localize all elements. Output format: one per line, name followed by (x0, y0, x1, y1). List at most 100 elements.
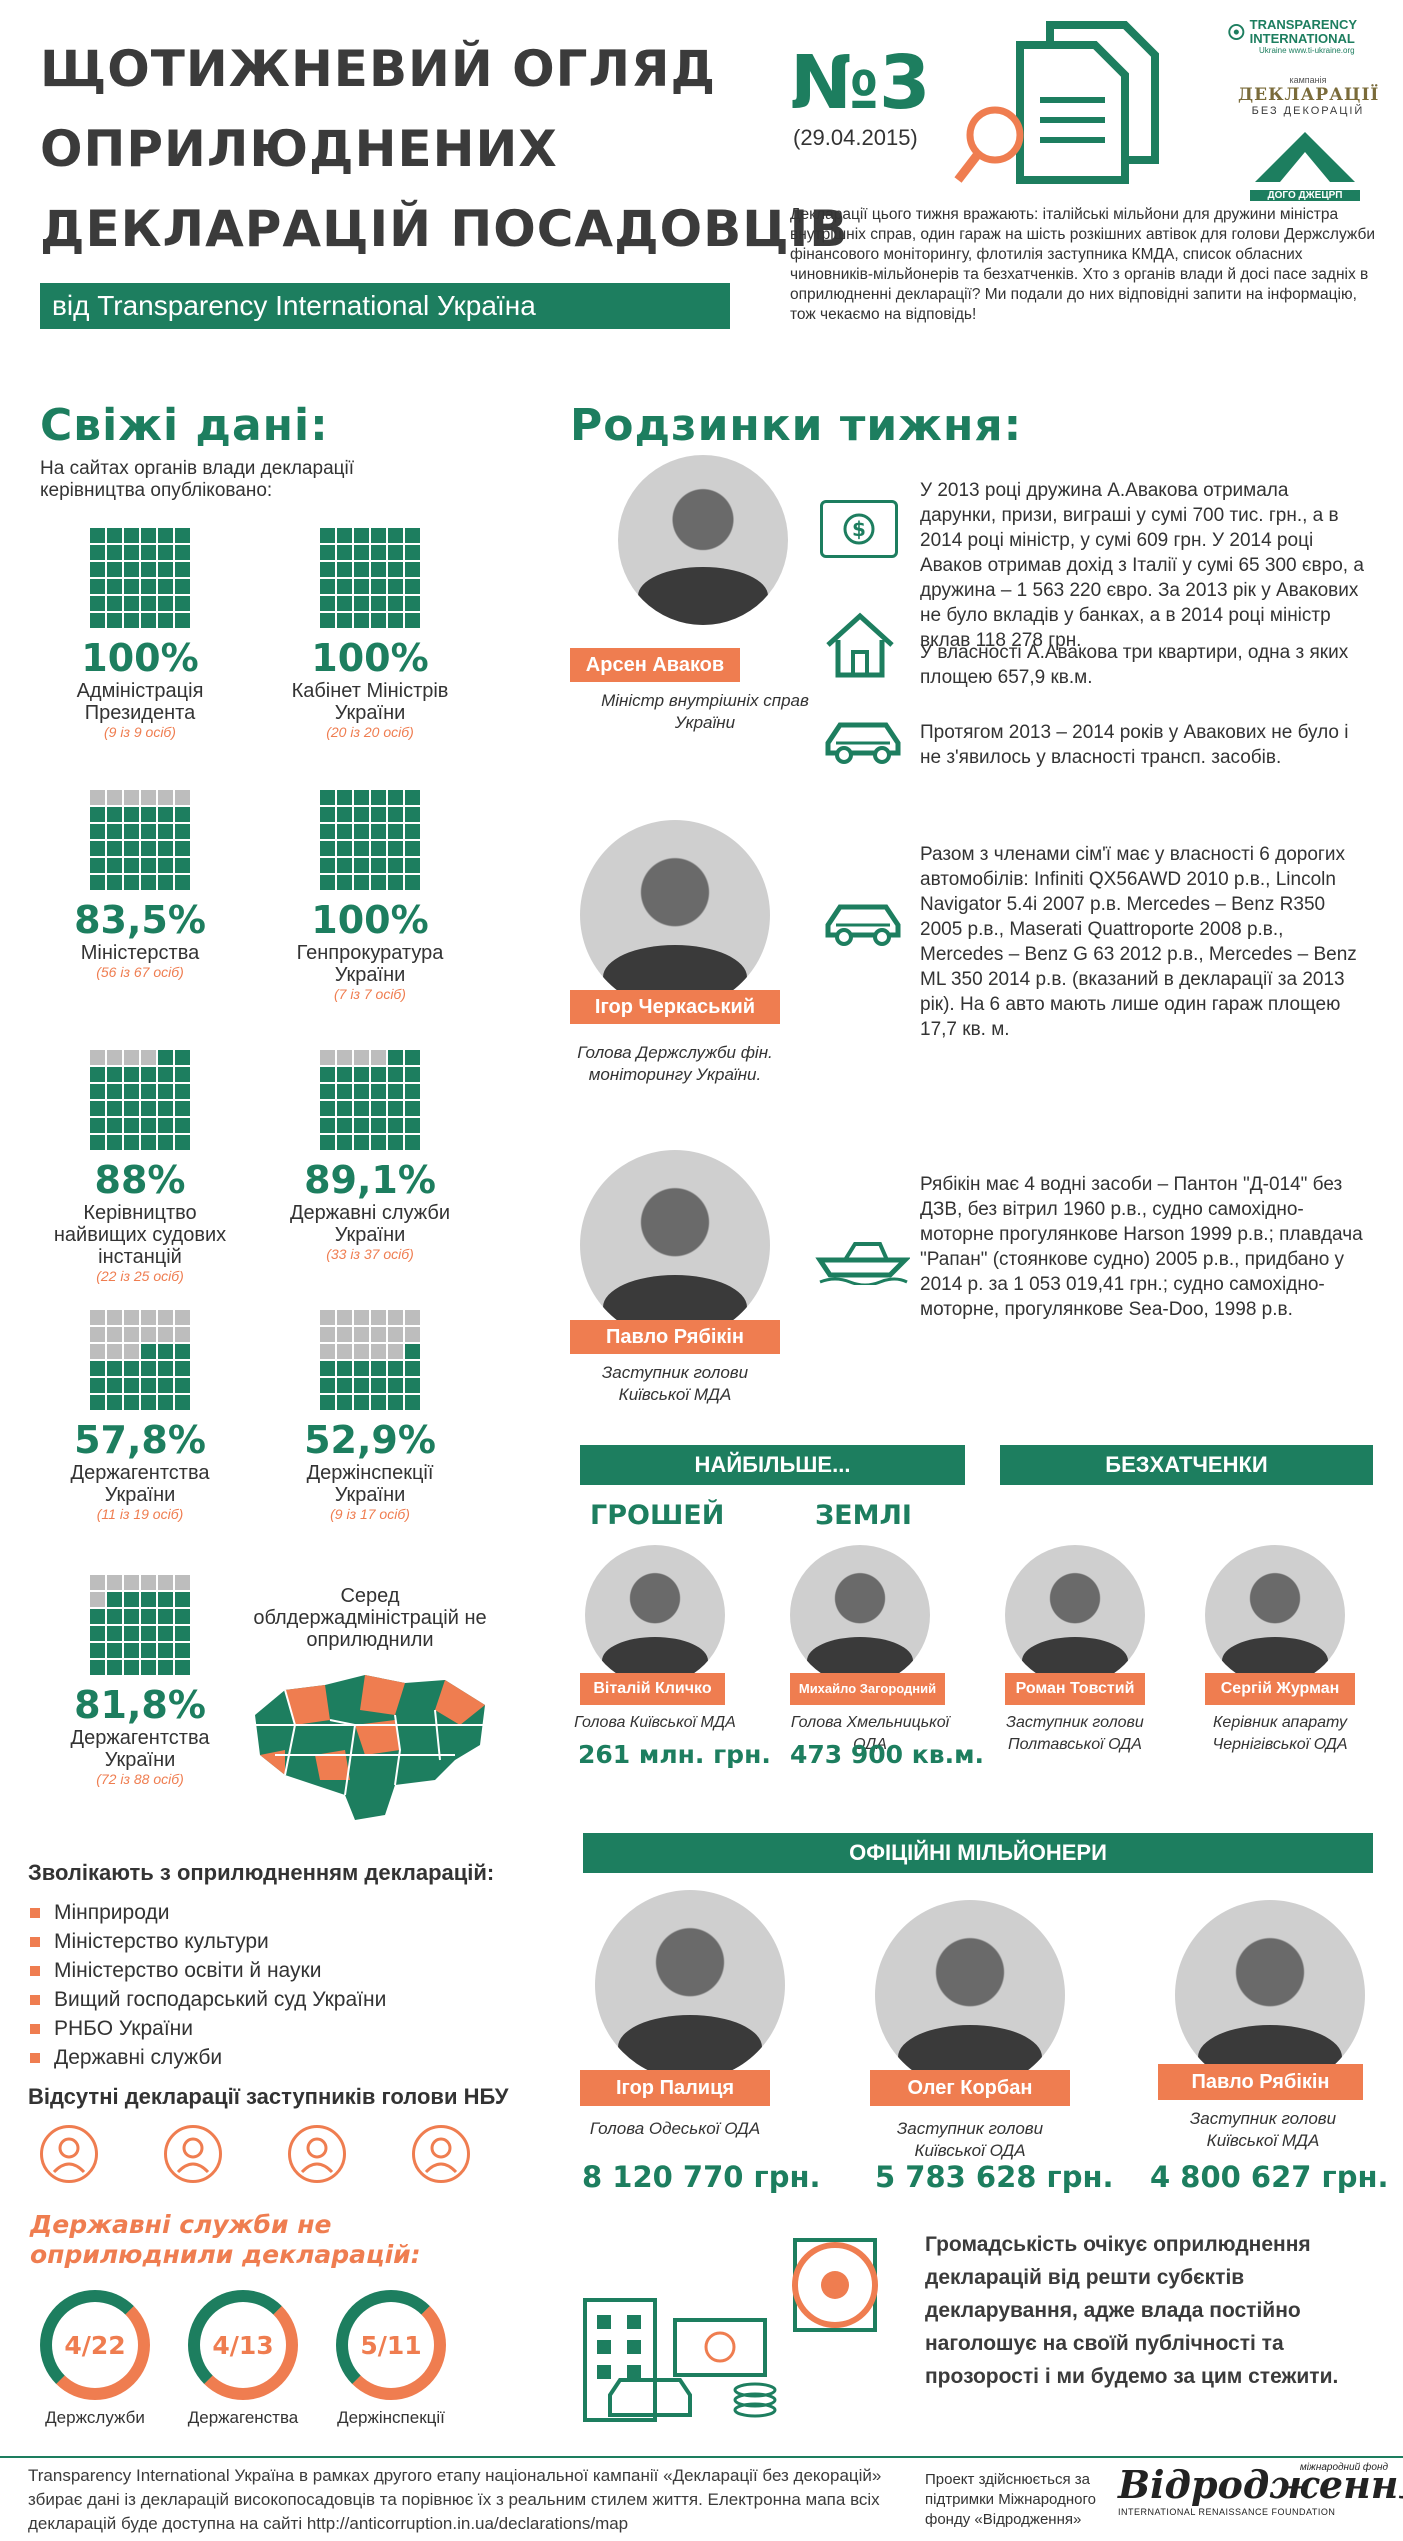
waffle-cell (388, 1378, 403, 1393)
name-zhurman: Сергій Журман (1205, 1673, 1355, 1705)
waffle-cell (90, 807, 105, 822)
waffle-cell (90, 790, 105, 805)
fresh-data-heading: Свіжі дані: (40, 400, 329, 451)
footer-divider (0, 2456, 1403, 2458)
waffle-cell (320, 562, 335, 577)
waffle-cell (388, 1084, 403, 1099)
waffle-cell (405, 562, 420, 577)
delay-list-item: Державні служби (30, 2043, 386, 2072)
waffle-cell (405, 1118, 420, 1133)
ti-logo-text: TRANSPARENCY INTERNATIONAL (1249, 17, 1357, 46)
waffle-cell (405, 1327, 420, 1342)
fresh-item-count: (56 із 67 осіб) (96, 964, 184, 980)
waffle-cell (371, 1067, 386, 1082)
waffle-cell (337, 1361, 352, 1376)
delay-list-item: Міністерство освіти й науки (30, 1956, 386, 1985)
waffle-cell (107, 528, 122, 543)
waffle-cell (175, 545, 190, 560)
waffle-cell (337, 1101, 352, 1116)
waffle-cell (141, 1361, 156, 1376)
waffle-cell (107, 1361, 122, 1376)
waffle-chart (320, 1310, 420, 1410)
waffle-cell (405, 858, 420, 873)
waffle-cell (124, 1135, 139, 1150)
waffle-cell (405, 1067, 420, 1082)
waffle-cell (371, 1361, 386, 1376)
waffle-cell (354, 807, 369, 822)
oda-map-caption-text: Серед облдержадміністрацій не оприлюднил… (253, 1585, 487, 1651)
waffle-cell (90, 562, 105, 577)
waffle-cell (320, 1084, 335, 1099)
waffle-cell (158, 1050, 173, 1065)
waffle-cell (90, 1592, 105, 1607)
fresh-item-count: (22 із 25 осіб) (96, 1268, 184, 1284)
waffle-cell (158, 1067, 173, 1082)
waffle-cell (158, 545, 173, 560)
service-ring-label: Держагенства (187, 2408, 299, 2427)
waffle-cell (371, 1135, 386, 1150)
campaign-logo-sub: БЕЗ ДЕКОРАЦІЙ (1251, 105, 1365, 117)
waffle-cell (354, 1118, 369, 1133)
waffle-cell (337, 807, 352, 822)
waffle-chart (90, 528, 190, 628)
waffle-cell (158, 1395, 173, 1410)
waffle-cell (354, 545, 369, 560)
svg-text:$: $ (852, 517, 866, 541)
waffle-cell (320, 790, 335, 805)
waffle-cell (337, 1118, 352, 1133)
waffle-cell (337, 545, 352, 560)
car-icon (818, 895, 908, 955)
fresh-item-label: Генпрокуратура України (296, 942, 444, 986)
waffle-cell (371, 1344, 386, 1359)
waffle-cell (337, 858, 352, 873)
waffle-cell (405, 1361, 420, 1376)
waffle-cell (388, 596, 403, 611)
waffle-cell (124, 807, 139, 822)
waffle-cell (405, 1101, 420, 1116)
fresh-item-percent: 100% (311, 898, 429, 942)
nbu-heading: Відсутні декларації заступників голови Н… (28, 2084, 509, 2109)
issue-number: №3 (790, 40, 931, 126)
waffle-cell (175, 1361, 190, 1376)
waffle-cell (124, 1084, 139, 1099)
delay-list-item: Мінприроди (30, 1898, 386, 1927)
waffle-cell (124, 1609, 139, 1624)
waffle-cell (90, 1344, 105, 1359)
homeless-banner: БЕЗХАТЧЕНКИ (1000, 1445, 1373, 1485)
role-ryabikin: Заступник голови Київської МДА (601, 1363, 749, 1404)
waffle-cell (354, 1101, 369, 1116)
waffle-cell (371, 596, 386, 611)
services-heading-line-2: оприлюднили декларацій: (30, 2240, 421, 2269)
waffle-cell (124, 1344, 139, 1359)
waffle-cell (337, 790, 352, 805)
waffle-cell (124, 579, 139, 594)
fresh-item-percent: 83,5% (74, 898, 206, 942)
waffle-cell (158, 1626, 173, 1641)
waffle-cell (124, 1050, 139, 1065)
fresh-item: 89,1% Державні служби України (33 із 37 ос… (270, 1050, 470, 1262)
name-klitschko: Віталій Кличко (580, 1673, 725, 1705)
boat-icon (815, 1230, 912, 1287)
person-icon (412, 2125, 470, 2183)
fresh-item: 88% Керівництво найвищих судових інстанці… (40, 1050, 240, 1284)
waffle-cell (320, 1101, 335, 1116)
waffle-cell (141, 1310, 156, 1325)
waffle-cell (175, 1084, 190, 1099)
photo-tovstyi (1005, 1545, 1145, 1685)
waffle-cell (90, 528, 105, 543)
waffle-cell (405, 1395, 420, 1410)
waffle-cell (388, 1310, 403, 1325)
delay-list-item: РНБО України (30, 2014, 386, 2043)
waffle-cell (90, 841, 105, 856)
house-icon (820, 610, 900, 680)
waffle-cell (354, 858, 369, 873)
ti-logo-sub: Ukraine www.ti-ukraine.org (1259, 46, 1355, 55)
waffle-cell (158, 596, 173, 611)
waffle-cell (320, 1378, 335, 1393)
waffle-cell (388, 858, 403, 873)
waffle-cell (107, 790, 122, 805)
role-klitschko: Голова Київської МДА (574, 1714, 736, 1731)
waffle-cell (90, 1084, 105, 1099)
waffle-cell (175, 807, 190, 822)
waffle-cell (337, 1378, 352, 1393)
